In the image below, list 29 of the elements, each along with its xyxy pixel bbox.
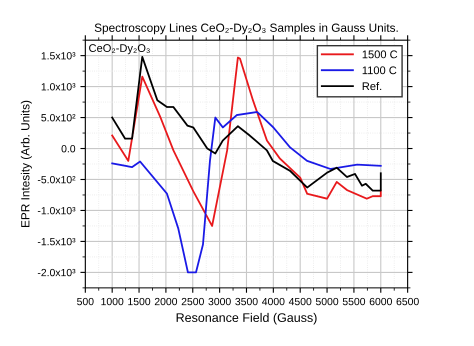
x-tick-label: 1500 [128,298,150,306]
x-tick-label: 6000 [370,298,392,306]
legend-label: Ref. [362,82,382,90]
y-tick-label: 1.0x10³ [42,83,76,90]
legend-label: 1100 C [362,66,396,74]
y-tick-label: -2.0x10³ [38,268,76,276]
x-tick-label: 5500 [342,298,366,306]
y-tick-label: 0.0 [62,145,76,152]
x-tick-label: 2000 [154,298,178,306]
y-tick-label: -1.5x10³ [38,238,76,246]
x-tick-label: 2500 [182,298,204,306]
x-tick-label: 5000 [316,298,338,306]
x-tick-label: 3500 [235,298,258,306]
x-tick-label: 1000 [101,298,124,306]
y-tick-label: -1.0x10³ [38,206,76,214]
annotation: CeO₂-Dy₂O₃ [89,44,150,54]
x-tick-label: 3000 [208,298,231,306]
legend-label: 1500 C [362,50,398,58]
x-tick-label: 6500 [396,298,419,306]
chart-title: Spectroscopy Lines CeO₂-Dy₂O₃ Samples in Gauss Units. [94,23,398,34]
y-tick-label: -5.0x10² [38,176,76,184]
x-tick-label: 4000 [262,298,285,306]
y-tick-label: 5.0x10² [41,114,76,122]
x-tick-label: 4500 [288,298,312,306]
x-tick-label: 500 [77,298,94,306]
y-axis-title: EPR Intesity (Arb. Units) [20,100,32,227]
line-series [111,111,382,274]
y-tick-label: 1.5x10³ [42,52,76,60]
x-axis-title: Resonance Field (Gauss) [176,312,317,325]
